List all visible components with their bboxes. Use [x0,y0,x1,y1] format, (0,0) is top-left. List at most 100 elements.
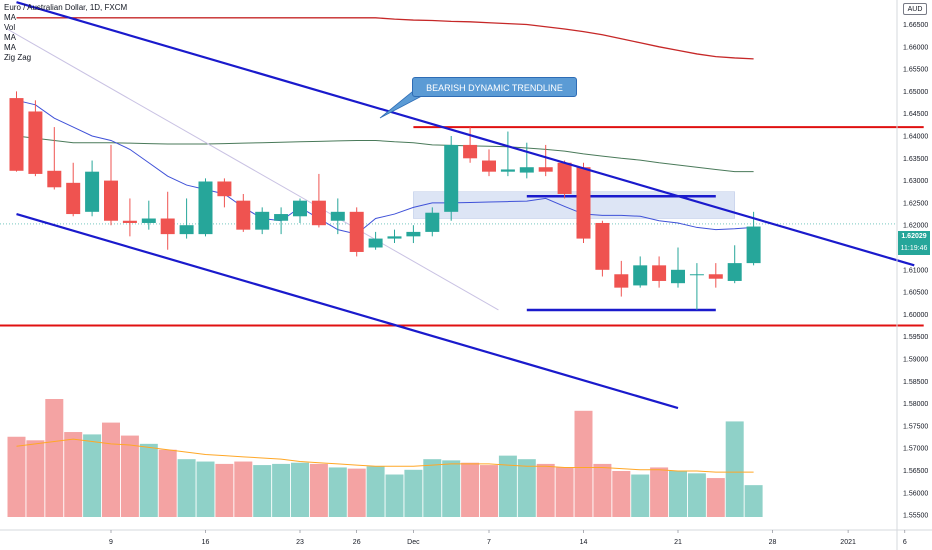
price-tick-label: 1.60500 [903,290,928,297]
candle-body [179,225,194,235]
candle-body [406,231,421,237]
candle-body [633,265,648,286]
price-tick-label: 1.61000 [903,267,928,274]
volume-pane [7,399,763,517]
candle [28,100,43,177]
price-tick-label: 1.58000 [903,401,928,408]
volume-bar [574,410,593,517]
candles [9,91,761,310]
volume-bar [480,465,498,517]
candle-body [595,222,610,270]
price-tick-label: 1.63500 [903,156,928,163]
volume-bar [102,422,120,517]
candle [557,160,572,199]
candle [311,173,326,228]
moving-averages [6,17,754,311]
candle-body [28,111,43,174]
indicator-ma-2[interactable]: MA [4,33,16,42]
volume-bar [498,455,517,517]
indicator-vol[interactable]: Vol [4,23,16,32]
volume-bar [442,460,461,517]
trendline [16,212,679,410]
candle [595,220,610,277]
price-tick-label: 1.64500 [903,111,928,118]
time-tick-label: 7 [487,539,491,546]
candle [274,207,289,235]
time-tick-label: 6 [903,539,907,546]
candle [104,144,118,226]
indicator-zigzag[interactable]: Zig Zag [4,53,32,62]
volume-bar [253,465,272,517]
candle-body [519,167,534,173]
volume-bar [385,474,404,517]
volume-bar [234,461,253,517]
candle [500,131,515,177]
volume-bar [139,443,158,517]
candle-body [349,211,364,252]
candle [614,260,629,297]
candle [160,191,175,250]
time-tick-label: 23 [296,539,304,546]
candle-body [689,274,704,276]
candle [349,207,364,257]
candle-body [708,274,723,279]
candle-body [652,265,667,281]
ma-long-line [16,17,754,60]
candle [293,198,307,223]
volume-bar [196,461,215,517]
trendline-callout[interactable]: BEARISH DYNAMIC TRENDLINE [412,77,577,97]
volume-bar [404,469,423,517]
candle-body [236,200,251,230]
candle [463,127,478,163]
price-tick-label: 1.57000 [903,446,928,453]
candle [122,198,137,237]
candle-body [66,182,81,215]
candle [198,178,213,237]
trendlines [16,1,915,410]
bar-countdown: 11:19:46 [898,243,930,255]
candle-body [293,200,307,217]
candle-body [330,211,345,221]
volume-bar [555,467,574,517]
candle-body [463,144,478,159]
volume-bar [45,399,64,517]
price-tick-label: 1.60000 [903,312,928,319]
candle [727,245,742,284]
candle [368,231,383,250]
volume-ma-line [16,438,754,473]
indicator-ma-1[interactable]: MA [4,13,16,22]
volume-bar [291,462,309,517]
volume-bar [650,467,669,517]
volume-bar [347,468,366,517]
chart-legend: Euro / Australian Dollar, 1D, FXCM MA Vo… [4,3,127,63]
volume-bar [423,459,442,517]
candle [633,256,648,288]
price-tick-label: 1.62500 [903,200,928,207]
candle-body [311,200,326,226]
ma-short-line [16,99,754,235]
volume-bar [536,463,555,517]
candle [746,211,761,266]
time-tick-label: 2021 [840,539,856,546]
time-tick-label: 14 [580,539,588,546]
price-tick-label: 1.59000 [903,357,928,364]
time-tick-label: Dec [407,539,420,546]
candle-body [576,167,591,239]
candle-body [255,211,270,230]
candle [330,198,345,235]
price-tick-label: 1.59500 [903,334,928,341]
candle [444,136,459,221]
trendline [16,1,915,267]
ma-mid-line [16,135,754,173]
candle-body [444,144,459,212]
indicator-ma-3[interactable]: MA [4,43,16,52]
candle-body [746,226,761,264]
candle [576,162,591,244]
candle-body [387,236,402,239]
candle [9,91,24,172]
horizontal-levels [0,126,924,327]
candle-body [9,98,24,171]
candle [66,162,81,217]
candle-body [614,274,629,288]
